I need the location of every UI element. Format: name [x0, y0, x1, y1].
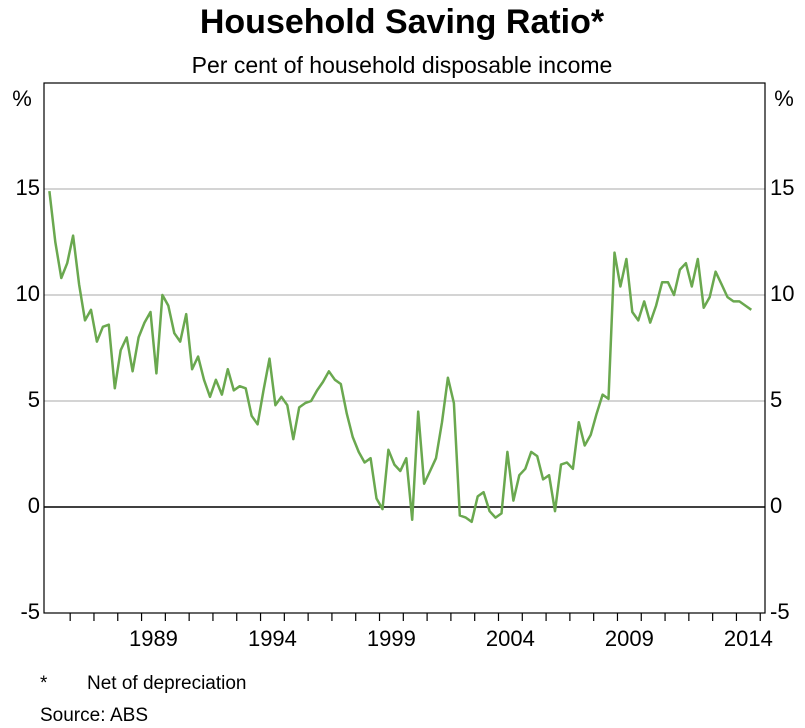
- plot-frame: [43, 82, 766, 614]
- note-marker: Source:: [40, 705, 105, 726]
- note-text: Net of depreciation: [87, 673, 247, 694]
- data-line: [48, 190, 753, 524]
- y-tick-label: 0: [28, 493, 40, 518]
- y-unit-right: %: [774, 86, 794, 111]
- x-tick-label: 2014: [724, 626, 773, 651]
- y-tick-label-right: 0: [770, 493, 782, 518]
- y-tick-label-right: -5: [770, 599, 790, 624]
- x-tick-label: 1994: [248, 626, 297, 651]
- x-tick-label: 1999: [367, 626, 416, 651]
- x-tick-label: 2009: [605, 626, 654, 651]
- y-tick-label: 5: [28, 387, 40, 412]
- y-tick-label-right: 5: [770, 387, 782, 412]
- note-marker: *: [40, 673, 48, 694]
- note-text: ABS: [110, 705, 148, 726]
- y-tick-label-right: 10: [770, 281, 794, 306]
- y-tick-label: -5: [20, 599, 40, 624]
- y-tick-label: 15: [16, 175, 40, 200]
- y-unit-left: %: [12, 86, 32, 111]
- y-tick-label-right: 15: [770, 175, 794, 200]
- chart-subtitle: Per cent of household disposable income: [192, 52, 613, 78]
- chart-title: Household Saving Ratio*: [200, 3, 605, 41]
- y-tick-label: 10: [16, 281, 40, 306]
- x-tick-label: 1989: [129, 626, 178, 651]
- x-tick-label: 2004: [486, 626, 535, 651]
